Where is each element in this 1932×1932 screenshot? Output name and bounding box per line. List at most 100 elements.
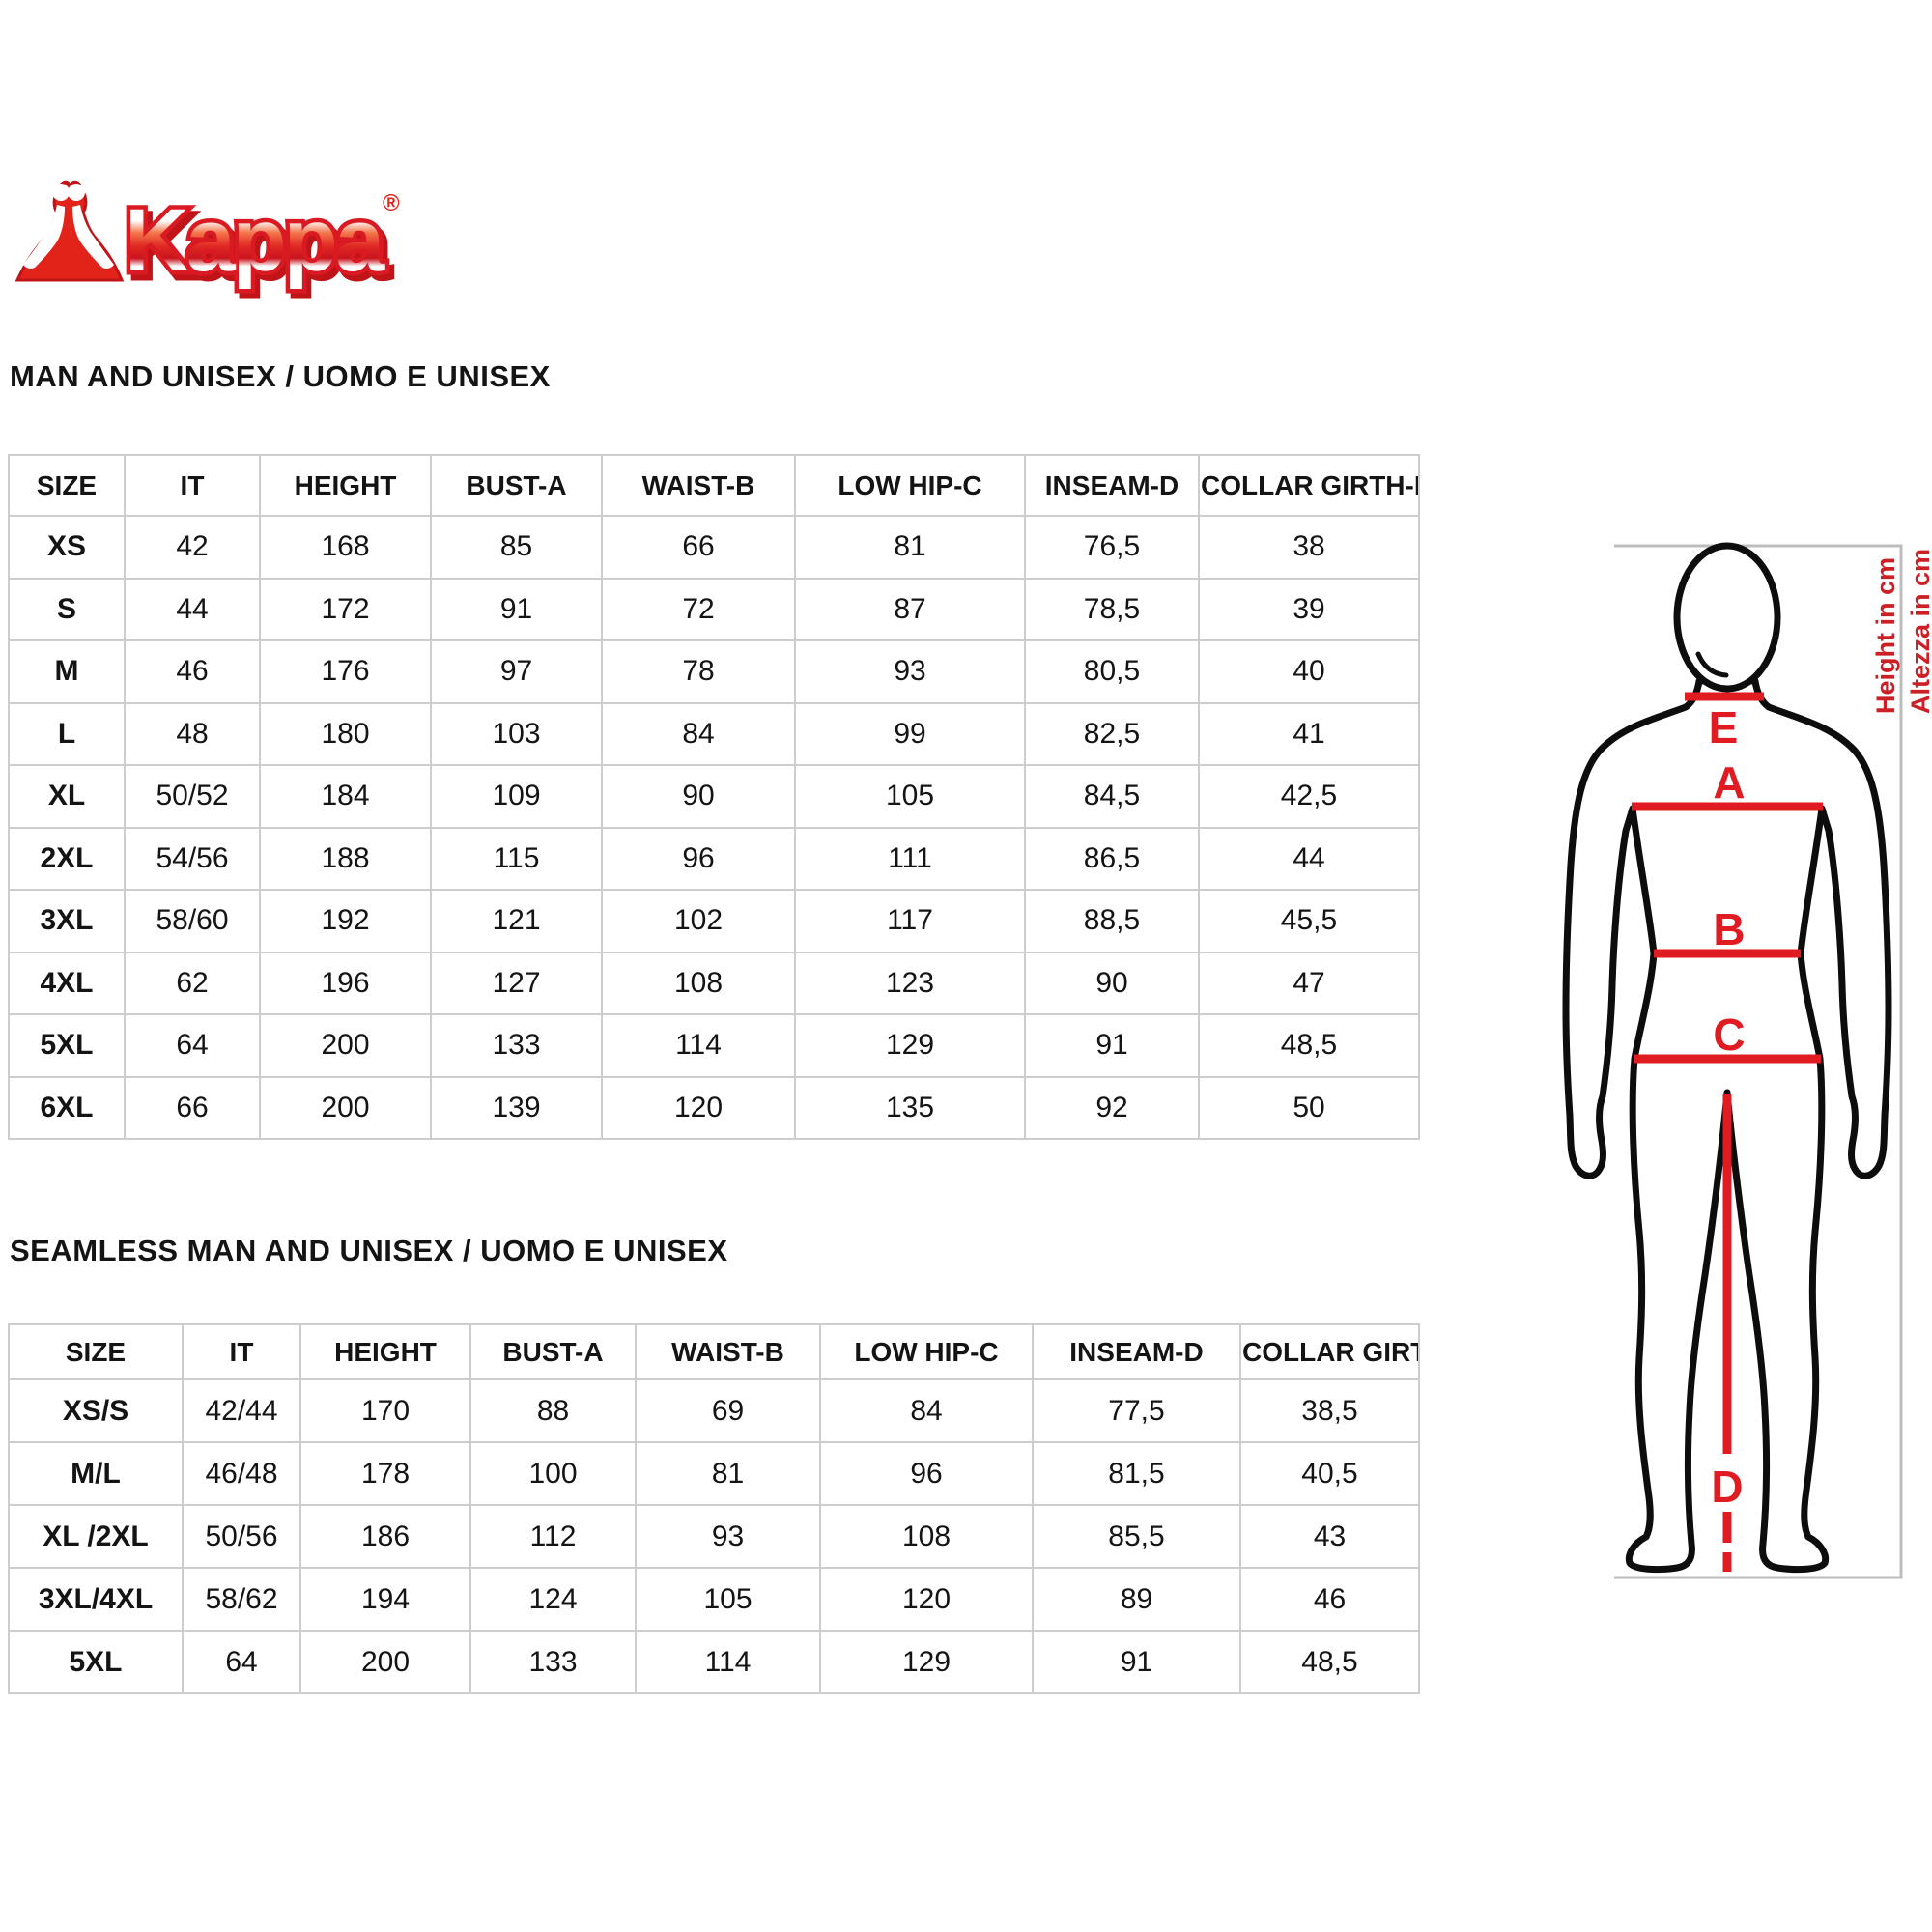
value-cell: 186 bbox=[299, 1504, 471, 1569]
value-cell: 196 bbox=[259, 951, 432, 1015]
value-cell: 46 bbox=[124, 639, 261, 704]
value-cell: 41 bbox=[1198, 701, 1420, 766]
value-cell: 90 bbox=[601, 764, 796, 829]
label-collar-E: E bbox=[1709, 702, 1739, 753]
value-cell: 84,5 bbox=[1024, 764, 1200, 829]
body-measurement-diagram: E A B C D Height in cm Altezza in cm bbox=[1562, 542, 1932, 1579]
size-cell: S bbox=[8, 577, 126, 641]
value-cell: 42,5 bbox=[1198, 764, 1420, 829]
value-cell: 64 bbox=[124, 1013, 261, 1078]
size-cell: L bbox=[8, 701, 126, 766]
value-cell: 69 bbox=[635, 1378, 821, 1443]
size-cell: XL /2XL bbox=[8, 1504, 184, 1569]
kappa-wordmark-shadow: Kappa bbox=[129, 197, 390, 296]
value-cell: 47 bbox=[1198, 951, 1420, 1015]
value-cell: 133 bbox=[430, 1013, 603, 1078]
value-cell: 81,5 bbox=[1032, 1441, 1241, 1506]
value-cell: 96 bbox=[601, 826, 796, 891]
body-outline bbox=[1562, 677, 1892, 1574]
jaw-line bbox=[1695, 651, 1729, 678]
column-header-it: IT bbox=[182, 1323, 301, 1380]
label-inseam-D: D bbox=[1711, 1462, 1743, 1512]
column-header-bust-a: BUST-A bbox=[469, 1323, 637, 1380]
size-cell: 6XL bbox=[8, 1075, 126, 1140]
kappa-logo: Kappa Kappa ® bbox=[14, 180, 400, 300]
column-header-bust-a: BUST-A bbox=[430, 454, 603, 517]
value-cell: 200 bbox=[259, 1013, 432, 1078]
value-cell: 105 bbox=[635, 1567, 821, 1632]
value-cell: 38,5 bbox=[1239, 1378, 1420, 1443]
value-cell: 42/44 bbox=[182, 1378, 301, 1443]
table-row: 6XL 66 200 139 120 135 92 50 bbox=[8, 1075, 1420, 1140]
table-row: 2XL 54/56 188 115 96 111 86,5 44 bbox=[8, 826, 1420, 891]
value-cell: 72 bbox=[601, 577, 796, 641]
value-cell: 129 bbox=[794, 1013, 1026, 1078]
value-cell: 120 bbox=[819, 1567, 1034, 1632]
value-cell: 93 bbox=[794, 639, 1026, 704]
value-cell: 88,5 bbox=[1024, 889, 1200, 953]
value-cell: 42 bbox=[124, 515, 261, 580]
value-cell: 96 bbox=[819, 1441, 1034, 1506]
value-cell: 115 bbox=[430, 826, 603, 891]
value-cell: 99 bbox=[794, 701, 1026, 766]
value-cell: 48 bbox=[124, 701, 261, 766]
value-cell: 178 bbox=[299, 1441, 471, 1506]
value-cell: 91 bbox=[1024, 1013, 1200, 1078]
table-row: 4XL 62 196 127 108 123 90 47 bbox=[8, 951, 1420, 1015]
value-cell: 176 bbox=[259, 639, 432, 704]
table-row: XL /2XL 50/56 186 112 93 108 85,5 43 bbox=[8, 1504, 1420, 1569]
column-header-waist-b: WAIST-B bbox=[635, 1323, 821, 1380]
value-cell: 44 bbox=[1198, 826, 1420, 891]
value-cell: 62 bbox=[124, 951, 261, 1015]
value-cell: 91 bbox=[1032, 1630, 1241, 1694]
value-cell: 133 bbox=[469, 1630, 637, 1694]
header-row: SIZE IT HEIGHT BUST-A WAIST-B LOW HIP-C INSEAM… bbox=[8, 454, 1420, 517]
value-cell: 66 bbox=[124, 1075, 261, 1140]
value-cell: 135 bbox=[794, 1075, 1026, 1140]
value-cell: 40 bbox=[1198, 639, 1420, 704]
table-row: XS/S 42/44 170 88 69 84 77,5 38,5 bbox=[8, 1378, 1420, 1443]
value-cell: 200 bbox=[259, 1075, 432, 1140]
value-cell: 39 bbox=[1198, 577, 1420, 641]
label-lowhip-C: C bbox=[1713, 1009, 1745, 1060]
diagram-frame bbox=[1614, 544, 1903, 1579]
column-header-low-hip-c: LOW HIP-C bbox=[794, 454, 1026, 517]
table1-title: MAN AND UNISEX / UOMO E UNISEX bbox=[10, 359, 551, 393]
value-cell: 188 bbox=[259, 826, 432, 891]
size-cell: M bbox=[8, 639, 126, 704]
column-header-low-hip-c: LOW HIP-C bbox=[819, 1323, 1034, 1380]
table-row: XL 50/52 184 109 90 105 84,5 42,5 bbox=[8, 764, 1420, 829]
size-cell: XS/S bbox=[8, 1378, 184, 1443]
value-cell: 93 bbox=[635, 1504, 821, 1569]
table2-title: SEAMLESS MAN AND UNISEX / UOMO E UNISEX bbox=[10, 1234, 728, 1267]
value-cell: 92 bbox=[1024, 1075, 1200, 1140]
head-outline bbox=[1673, 542, 1781, 693]
size-cell: 2XL bbox=[8, 826, 126, 891]
value-cell: 108 bbox=[601, 951, 796, 1015]
value-cell: 108 bbox=[819, 1504, 1034, 1569]
value-cell: 90 bbox=[1024, 951, 1200, 1015]
value-cell: 50/52 bbox=[124, 764, 261, 829]
column-header-inseam-d: INSEAM-D bbox=[1024, 454, 1200, 517]
size-cell: M/L bbox=[8, 1441, 184, 1506]
value-cell: 46 bbox=[1239, 1567, 1420, 1632]
value-cell: 54/56 bbox=[124, 826, 261, 891]
header-row: SIZE IT HEIGHT BUST-A WAIST-B LOW HIP-C INSEAM… bbox=[8, 1323, 1420, 1380]
column-header-size: SIZE bbox=[8, 454, 126, 517]
value-cell: 180 bbox=[259, 701, 432, 766]
value-cell: 127 bbox=[430, 951, 603, 1015]
value-cell: 170 bbox=[299, 1378, 471, 1443]
size-cell: 4XL bbox=[8, 951, 126, 1015]
value-cell: 80,5 bbox=[1024, 639, 1200, 704]
value-cell: 81 bbox=[635, 1441, 821, 1506]
size-cell: 5XL bbox=[8, 1630, 184, 1694]
table-row: M 46 176 97 78 93 80,5 40 bbox=[8, 639, 1420, 704]
value-cell: 100 bbox=[469, 1441, 637, 1506]
value-cell: 97 bbox=[430, 639, 603, 704]
registered-trademark-icon: ® bbox=[383, 190, 400, 216]
value-cell: 194 bbox=[299, 1567, 471, 1632]
table-row: S 44 172 91 72 87 78,5 39 bbox=[8, 577, 1420, 641]
column-header-collar-girth-e: COLLAR GIRTH-E bbox=[1239, 1323, 1420, 1380]
value-cell: 123 bbox=[794, 951, 1026, 1015]
value-cell: 66 bbox=[601, 515, 796, 580]
